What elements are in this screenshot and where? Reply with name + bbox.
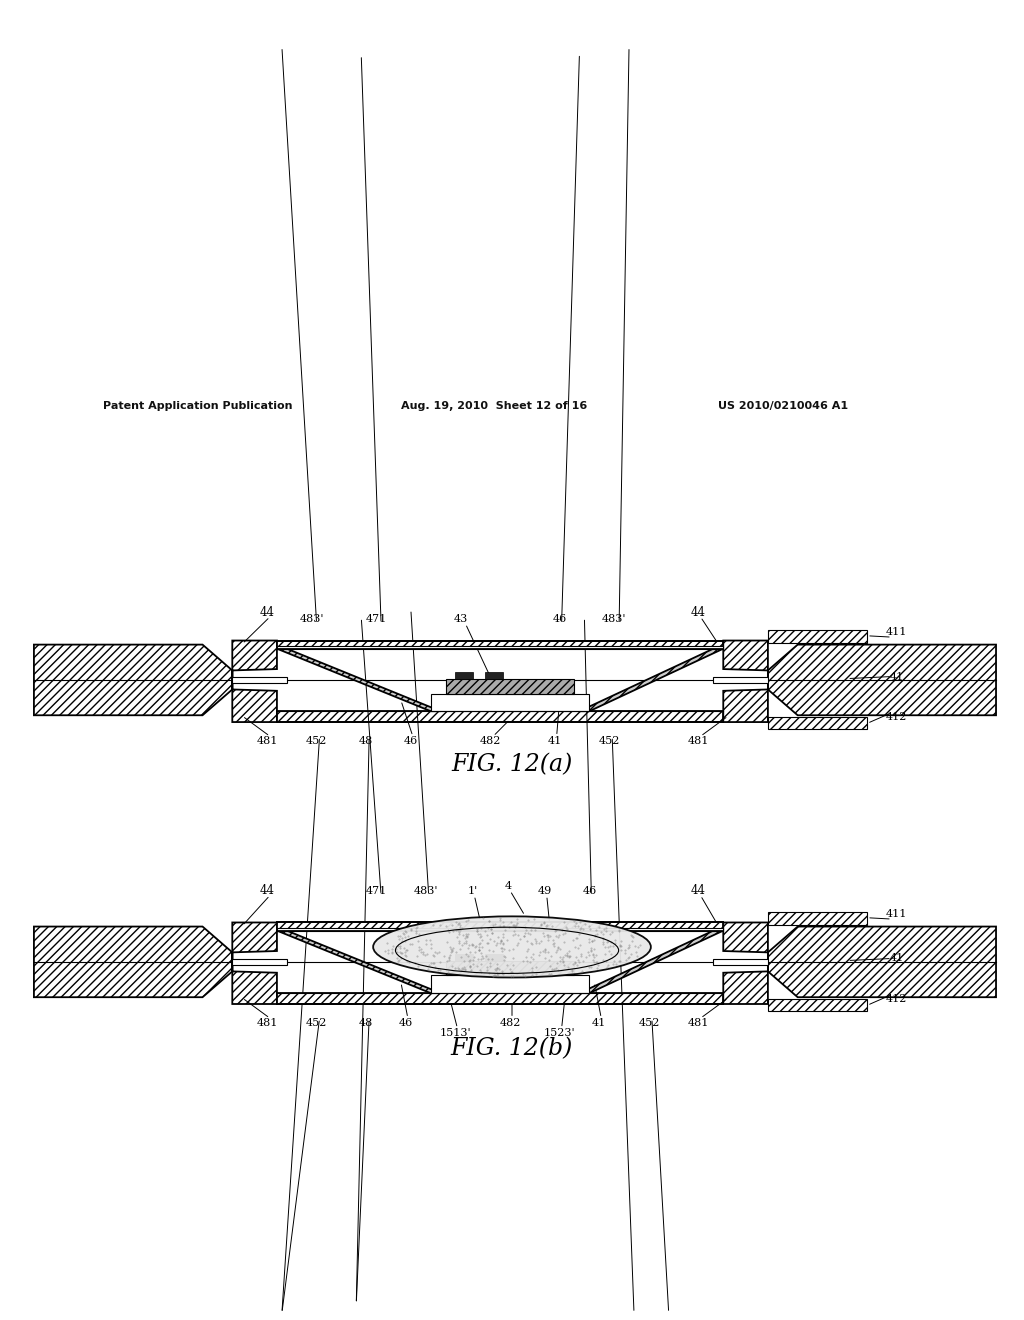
Text: 482: 482 bbox=[500, 1018, 520, 1028]
Polygon shape bbox=[768, 927, 996, 997]
Text: 41: 41 bbox=[592, 1018, 606, 1028]
Text: 46: 46 bbox=[553, 614, 566, 624]
Text: FIG. 12(a): FIG. 12(a) bbox=[452, 754, 572, 776]
Polygon shape bbox=[232, 640, 276, 722]
Polygon shape bbox=[34, 644, 232, 715]
Polygon shape bbox=[768, 912, 867, 925]
Polygon shape bbox=[232, 960, 287, 965]
Text: 452: 452 bbox=[638, 1018, 659, 1028]
Text: 46: 46 bbox=[403, 737, 418, 746]
Polygon shape bbox=[723, 640, 768, 722]
Text: 412: 412 bbox=[886, 994, 907, 1005]
Polygon shape bbox=[232, 677, 287, 682]
Polygon shape bbox=[768, 630, 867, 643]
Polygon shape bbox=[714, 677, 768, 682]
Text: 1513': 1513' bbox=[439, 1028, 471, 1039]
Polygon shape bbox=[768, 717, 867, 729]
Text: 411: 411 bbox=[886, 627, 907, 638]
Text: 452: 452 bbox=[306, 1018, 328, 1028]
Text: 44: 44 bbox=[259, 606, 274, 619]
Text: 481: 481 bbox=[688, 737, 710, 746]
Text: 49: 49 bbox=[538, 886, 552, 895]
Polygon shape bbox=[485, 672, 503, 678]
Text: US 2010/0210046 A1: US 2010/0210046 A1 bbox=[718, 401, 849, 412]
Polygon shape bbox=[445, 961, 574, 975]
Polygon shape bbox=[445, 678, 574, 693]
Polygon shape bbox=[431, 693, 590, 711]
Polygon shape bbox=[456, 954, 473, 961]
Text: 48: 48 bbox=[359, 737, 374, 746]
Text: 481: 481 bbox=[256, 737, 278, 746]
Text: 44: 44 bbox=[691, 606, 706, 619]
Text: 48: 48 bbox=[359, 1018, 374, 1028]
Text: 481: 481 bbox=[688, 1018, 710, 1028]
Text: 43: 43 bbox=[454, 614, 468, 624]
Text: Patent Application Publication: Patent Application Publication bbox=[103, 401, 293, 412]
Text: 41: 41 bbox=[548, 737, 562, 746]
Ellipse shape bbox=[373, 916, 651, 978]
Polygon shape bbox=[276, 923, 723, 931]
Text: 471: 471 bbox=[366, 614, 387, 624]
Text: 46: 46 bbox=[583, 886, 597, 895]
Text: 483': 483' bbox=[414, 886, 438, 895]
Text: 483': 483' bbox=[299, 614, 324, 624]
Text: 46: 46 bbox=[398, 1018, 413, 1028]
Polygon shape bbox=[431, 975, 590, 993]
Polygon shape bbox=[580, 931, 723, 993]
Polygon shape bbox=[276, 928, 723, 931]
Text: 482: 482 bbox=[479, 737, 501, 746]
Text: 481: 481 bbox=[256, 1018, 278, 1028]
Polygon shape bbox=[580, 648, 723, 711]
Polygon shape bbox=[276, 640, 723, 648]
Polygon shape bbox=[232, 923, 276, 1005]
Polygon shape bbox=[34, 927, 232, 997]
Text: 44: 44 bbox=[691, 884, 706, 898]
Text: Aug. 19, 2010  Sheet 12 of 16: Aug. 19, 2010 Sheet 12 of 16 bbox=[401, 401, 587, 412]
Text: 4: 4 bbox=[505, 880, 512, 891]
Text: 41: 41 bbox=[890, 953, 904, 964]
Text: 483': 483' bbox=[602, 614, 627, 624]
Polygon shape bbox=[456, 672, 473, 678]
Text: 44: 44 bbox=[259, 884, 274, 898]
Text: 41: 41 bbox=[890, 672, 904, 681]
Text: 411: 411 bbox=[886, 909, 907, 919]
Polygon shape bbox=[768, 998, 867, 1011]
Text: 1523': 1523' bbox=[544, 1028, 575, 1039]
Text: 471: 471 bbox=[366, 886, 387, 895]
Text: FIG. 12(b): FIG. 12(b) bbox=[451, 1038, 573, 1060]
Polygon shape bbox=[276, 711, 723, 722]
Polygon shape bbox=[276, 648, 440, 711]
Text: 452: 452 bbox=[306, 737, 328, 746]
Polygon shape bbox=[276, 645, 723, 648]
Polygon shape bbox=[714, 960, 768, 965]
Polygon shape bbox=[276, 931, 440, 993]
Polygon shape bbox=[276, 993, 723, 1005]
Polygon shape bbox=[723, 923, 768, 1005]
Text: 412: 412 bbox=[886, 713, 907, 722]
Text: 1': 1' bbox=[467, 886, 477, 895]
Polygon shape bbox=[768, 644, 996, 715]
Polygon shape bbox=[485, 954, 503, 961]
Text: 452: 452 bbox=[598, 737, 620, 746]
